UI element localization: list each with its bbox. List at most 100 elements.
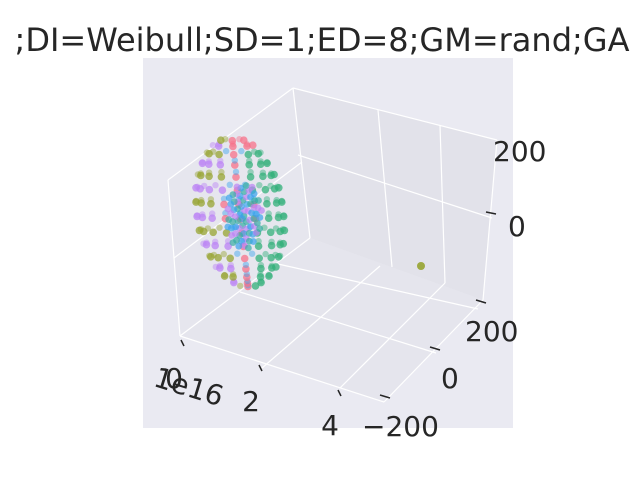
data-point [228, 136, 237, 145]
z-tick-label-200: 200 [493, 135, 546, 168]
data-point [205, 149, 213, 158]
data-point [208, 214, 216, 222]
data-point [229, 142, 237, 151]
data-point [257, 149, 264, 156]
data-point [272, 263, 280, 271]
data-point [267, 253, 276, 262]
data-point [246, 173, 255, 181]
data-point [265, 272, 273, 280]
data-point [217, 136, 225, 144]
data-point [249, 238, 257, 245]
data-point [263, 159, 271, 166]
y-tick-label-0: 0 [441, 362, 459, 395]
data-point [234, 250, 241, 257]
data-points [192, 136, 289, 291]
data-point [236, 136, 243, 143]
data-point [217, 173, 226, 181]
data-point [267, 241, 276, 250]
data-point [257, 271, 264, 278]
data-point [205, 185, 214, 194]
data-point [229, 239, 237, 247]
data-point [247, 168, 254, 176]
data-point [275, 184, 283, 192]
data-point [257, 158, 264, 165]
data-point [243, 142, 251, 150]
data-point [228, 232, 236, 239]
data-point [233, 183, 241, 191]
data-point [263, 159, 271, 168]
data-point [226, 181, 233, 188]
data-point [240, 136, 248, 144]
data-point [264, 214, 273, 222]
data-point [199, 227, 208, 236]
data-point [229, 150, 238, 159]
data-point [224, 223, 232, 231]
data-point [266, 228, 275, 237]
data-point [222, 147, 230, 155]
data-point [272, 251, 279, 259]
data-point [198, 213, 207, 222]
data-point [220, 272, 229, 280]
data-point [216, 224, 223, 231]
data-point [196, 185, 204, 193]
data-point [216, 161, 225, 169]
data-point [216, 264, 224, 272]
data-point [242, 261, 250, 268]
data-point [230, 278, 238, 287]
data-point [254, 149, 263, 158]
data-point [246, 157, 253, 164]
data-point [275, 211, 282, 218]
data-point [205, 160, 213, 168]
data-point [212, 182, 219, 189]
data-point [280, 226, 289, 235]
data-point [244, 150, 253, 159]
data-point [268, 170, 275, 177]
data-point [251, 148, 258, 155]
data-point [279, 239, 288, 248]
data-point [202, 240, 211, 249]
data-point [224, 242, 232, 250]
data-point [226, 254, 234, 263]
data-point [279, 226, 287, 233]
data-point [209, 228, 217, 237]
y-tick-label-neg200: −200 [362, 410, 439, 443]
data-point [240, 254, 249, 263]
data-point [248, 183, 256, 191]
x-tick-label-0: 0 [165, 362, 183, 395]
data-point [209, 142, 217, 149]
data-point [245, 244, 252, 252]
data-point [229, 273, 237, 281]
data-point [268, 238, 275, 245]
data-point [267, 182, 274, 190]
data-point [265, 210, 272, 217]
data-point [280, 212, 287, 219]
data-point [259, 169, 267, 176]
data-point [256, 273, 265, 281]
data-point [254, 219, 261, 227]
data-point [242, 265, 250, 273]
data-point [215, 150, 223, 159]
pane-back [293, 88, 497, 300]
x-tick-label-2: 2 [242, 385, 260, 418]
data-point [265, 271, 273, 279]
data-point [225, 216, 233, 224]
data-point [274, 252, 283, 261]
data-point [198, 159, 207, 168]
data-point [242, 182, 250, 190]
data-point [220, 250, 227, 258]
data-point [243, 279, 252, 287]
data-point [243, 273, 251, 282]
data-point [263, 196, 271, 203]
data-point [238, 147, 245, 155]
data-point [250, 190, 258, 198]
outlier-point [417, 262, 425, 270]
data-point [207, 252, 215, 261]
data-point [262, 250, 269, 258]
data-point [256, 214, 264, 221]
data-point [258, 207, 265, 214]
data-point [225, 194, 233, 202]
data-point [256, 182, 263, 189]
data-point [218, 186, 227, 194]
data-point [259, 172, 267, 181]
